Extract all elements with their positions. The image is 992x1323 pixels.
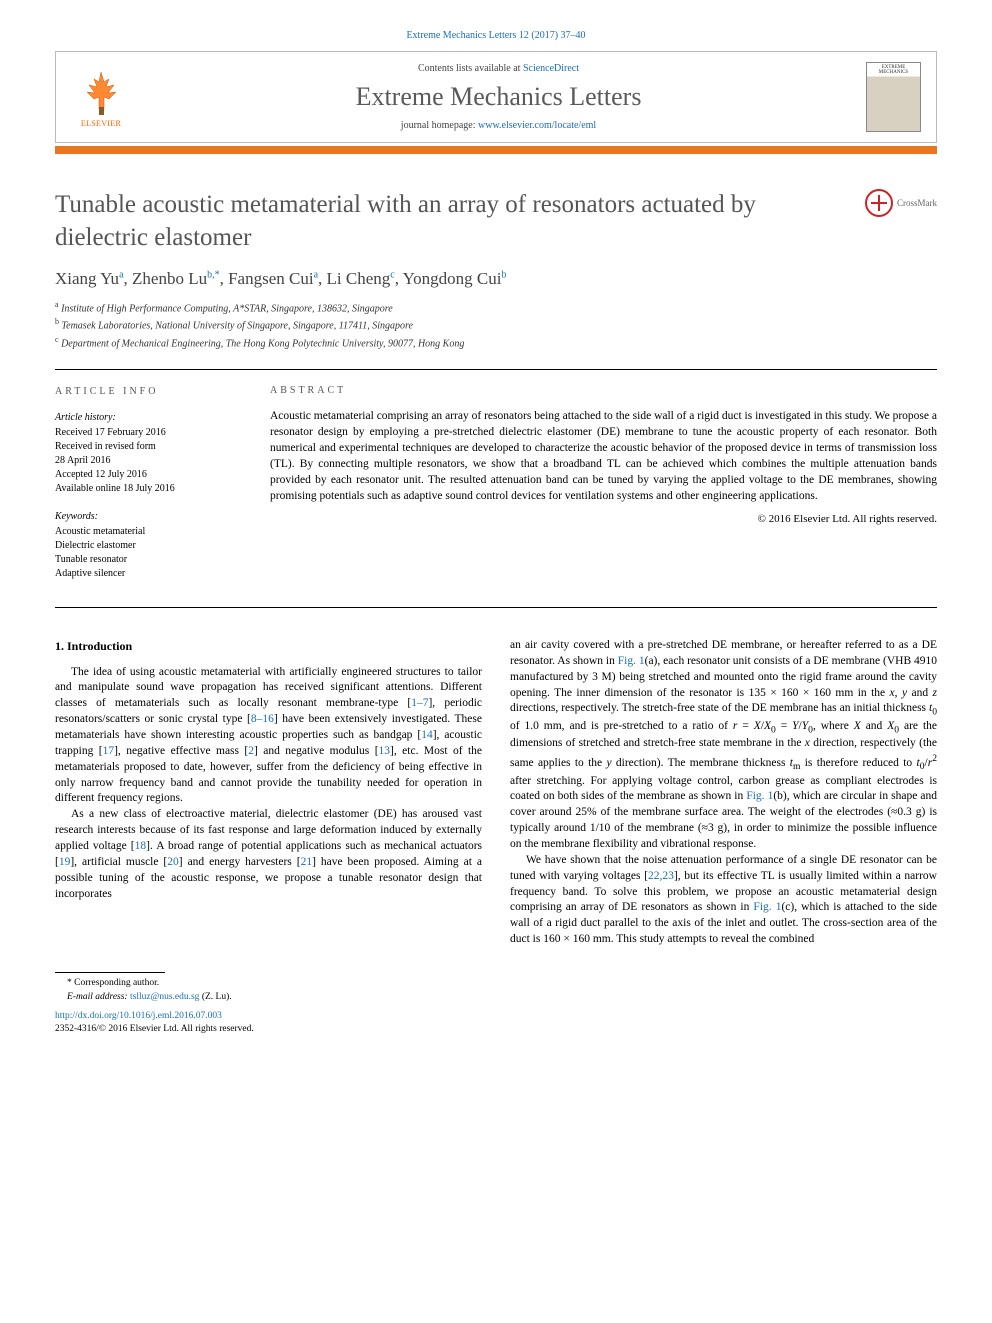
- email-link[interactable]: tslluz@nus.edu.sg: [130, 992, 199, 1002]
- abstract-header: ABSTRACT: [270, 385, 937, 396]
- corresponding-author-note: * Corresponding author.: [55, 977, 482, 990]
- history-item: Available online 18 July 2016: [55, 482, 245, 496]
- body-paragraph: an air cavity covered with a pre-stretch…: [510, 638, 937, 853]
- history-label: Article history:: [55, 411, 245, 425]
- keyword: Adaptive silencer: [55, 567, 245, 581]
- history-item: 28 April 2016: [55, 454, 245, 468]
- issn-copyright: 2352-4316/© 2016 Elsevier Ltd. All right…: [55, 1024, 254, 1034]
- homepage-link[interactable]: www.elsevier.com/locate/eml: [478, 120, 596, 131]
- article-title: Tunable acoustic metamaterial with an ar…: [55, 189, 865, 254]
- history-item: Received in revised form: [55, 440, 245, 454]
- journal-header: ELSEVIER Contents lists available at Sci…: [55, 51, 937, 143]
- journal-reference: Extreme Mechanics Letters 12 (2017) 37–4…: [55, 30, 937, 41]
- keywords-label: Keywords:: [55, 510, 245, 524]
- journal-homepage: journal homepage: www.elsevier.com/locat…: [131, 120, 866, 131]
- affiliations: a Institute of High Performance Computin…: [55, 299, 937, 351]
- email-footnote: E-mail address: tslluz@nus.edu.sg (Z. Lu…: [55, 991, 482, 1004]
- affiliation: b Temasek Laboratories, National Univers…: [55, 316, 937, 333]
- keyword: Dielectric elastomer: [55, 539, 245, 553]
- body-paragraph: As a new class of electroactive material…: [55, 807, 482, 902]
- body-paragraph: We have shown that the noise attenuation…: [510, 853, 937, 948]
- divider: [55, 607, 937, 608]
- affiliation: a Institute of High Performance Computin…: [55, 299, 937, 316]
- sciencedirect-link[interactable]: ScienceDirect: [523, 63, 579, 74]
- article-info-header: ARTICLE INFO: [55, 385, 245, 399]
- journal-name: Extreme Mechanics Letters: [131, 82, 866, 112]
- copyright-notice: © 2016 Elsevier Ltd. All rights reserved…: [270, 513, 937, 525]
- abstract-text: Acoustic metamaterial comprising an arra…: [270, 408, 937, 505]
- journal-cover-thumbnail: EXTREME MECHANICS: [866, 62, 921, 132]
- keyword: Tunable resonator: [55, 553, 245, 567]
- left-column: 1. Introduction The idea of using acoust…: [55, 638, 482, 1036]
- article-info-sidebar: ARTICLE INFO Article history: Received 1…: [55, 385, 270, 595]
- history-item: Accepted 12 July 2016: [55, 468, 245, 482]
- elsevier-logo: ELSEVIER: [71, 62, 131, 132]
- right-column: an air cavity covered with a pre-stretch…: [510, 638, 937, 1036]
- doi-block: http://dx.doi.org/10.1016/j.eml.2016.07.…: [55, 1010, 482, 1036]
- history-item: Received 17 February 2016: [55, 426, 245, 440]
- crossmark-icon: [865, 189, 893, 217]
- keyword: Acoustic metamaterial: [55, 525, 245, 539]
- abstract-section: ABSTRACT Acoustic metamaterial comprisin…: [270, 385, 937, 595]
- crossmark-badge[interactable]: CrossMark: [865, 189, 937, 217]
- author-list: Xiang Yua, Zhenbo Lub,*, Fangsen Cuia, L…: [55, 269, 937, 289]
- contents-available: Contents lists available at ScienceDirec…: [131, 63, 866, 74]
- doi-link[interactable]: http://dx.doi.org/10.1016/j.eml.2016.07.…: [55, 1011, 222, 1021]
- footnote-separator: [55, 972, 165, 973]
- article-body: 1. Introduction The idea of using acoust…: [55, 638, 937, 1036]
- body-paragraph: The idea of using acoustic metamaterial …: [55, 665, 482, 808]
- divider-bar: [55, 146, 937, 154]
- affiliation: c Department of Mechanical Engineering, …: [55, 334, 937, 351]
- section-heading: 1. Introduction: [55, 638, 482, 655]
- publisher-name: ELSEVIER: [81, 119, 121, 128]
- elsevier-tree-icon: [79, 67, 124, 117]
